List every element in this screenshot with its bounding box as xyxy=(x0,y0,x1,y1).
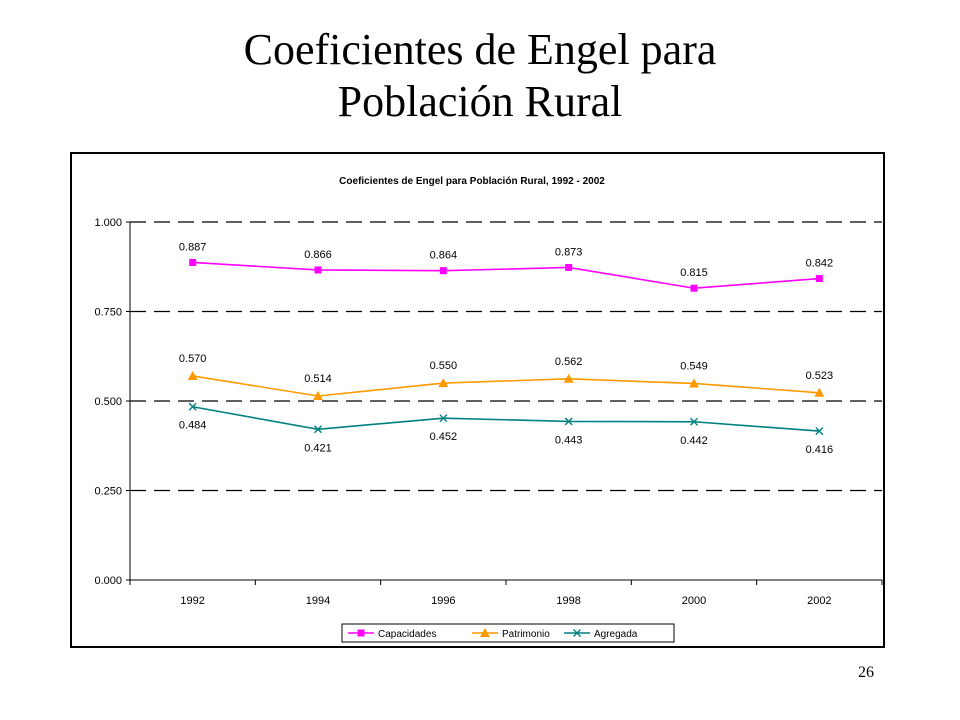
data-point-patrimonio xyxy=(438,378,449,388)
line-chart: Coeficientes de Engel para Población Rur… xyxy=(70,152,885,648)
data-point-capacidades xyxy=(690,284,698,292)
data-point-patrimonio xyxy=(814,387,825,397)
data-point-patrimonio xyxy=(187,370,198,380)
legend-label-capacidades: Capacidades xyxy=(378,629,436,640)
legend-label-patrimonio: Patrimonio xyxy=(502,629,550,640)
data-label: 0.550 xyxy=(430,360,458,372)
data-label: 0.864 xyxy=(430,250,458,262)
data-label: 0.570 xyxy=(179,353,207,365)
y-tick-label: 1.000 xyxy=(94,217,122,229)
slide-title-line-2: Población Rural xyxy=(337,77,623,126)
data-point-agregada xyxy=(564,417,573,426)
data-label: 0.416 xyxy=(806,444,834,456)
legend-marker xyxy=(480,628,490,637)
data-label: 0.549 xyxy=(680,360,708,372)
data-label: 0.562 xyxy=(555,356,583,368)
data-label: 0.421 xyxy=(304,442,332,454)
data-label: 0.452 xyxy=(430,431,458,443)
data-label: 0.442 xyxy=(680,435,708,447)
y-tick-label: 0.250 xyxy=(94,486,122,498)
data-label: 0.887 xyxy=(179,241,207,253)
data-label: 0.873 xyxy=(555,246,583,258)
data-point-patrimonio xyxy=(689,378,699,388)
series-line-patrimonio xyxy=(192,375,820,397)
y-tick-label: 0.750 xyxy=(94,307,122,319)
x-tick-label: 1994 xyxy=(306,595,330,607)
series-line-agregada xyxy=(192,405,820,432)
chart-container: Coeficientes de Engel para Población Rur… xyxy=(70,152,885,648)
legend-label-agregada: Agregada xyxy=(594,629,638,640)
data-point-agregada xyxy=(439,414,448,423)
x-tick-label: 1998 xyxy=(556,595,580,607)
data-label: 0.514 xyxy=(304,373,332,385)
x-tick-label: 1992 xyxy=(180,595,204,607)
data-label: 0.484 xyxy=(179,420,207,432)
data-label: 0.842 xyxy=(806,258,834,270)
data-point-agregada xyxy=(188,402,197,411)
data-label: 0.443 xyxy=(555,434,583,446)
data-point-capacidades xyxy=(189,258,197,266)
legend-marker xyxy=(573,629,581,637)
data-point-patrimonio xyxy=(313,390,323,400)
data-point-patrimonio xyxy=(563,373,574,383)
data-label: 0.815 xyxy=(680,267,708,279)
x-tick-label: 1996 xyxy=(431,595,455,607)
slide-title: Coeficientes de Engel para Población Rur… xyxy=(0,24,960,128)
chart-border xyxy=(70,152,885,648)
y-tick-label: 0.500 xyxy=(94,396,122,408)
x-tick-label: 2000 xyxy=(682,595,706,607)
legend-box xyxy=(341,623,675,643)
data-point-agregada xyxy=(690,417,698,426)
series-line-capacidades xyxy=(192,261,820,290)
data-label: 0.523 xyxy=(806,370,834,382)
data-point-capacidades xyxy=(439,267,447,275)
page-number: 26 xyxy=(858,664,874,681)
chart-title: Coeficientes de Engel para Población Rur… xyxy=(339,176,605,187)
slide-title-line-1: Coeficientes de Engel para xyxy=(243,25,717,74)
data-point-capacidades xyxy=(314,266,322,274)
x-tick-label: 2002 xyxy=(807,595,831,607)
legend-marker xyxy=(357,629,365,637)
data-label: 0.866 xyxy=(304,249,332,261)
data-point-agregada xyxy=(815,427,824,436)
data-point-agregada xyxy=(314,425,322,434)
data-point-capacidades xyxy=(565,263,573,271)
y-tick-label: 0.000 xyxy=(94,575,122,587)
data-point-capacidades xyxy=(815,275,823,283)
